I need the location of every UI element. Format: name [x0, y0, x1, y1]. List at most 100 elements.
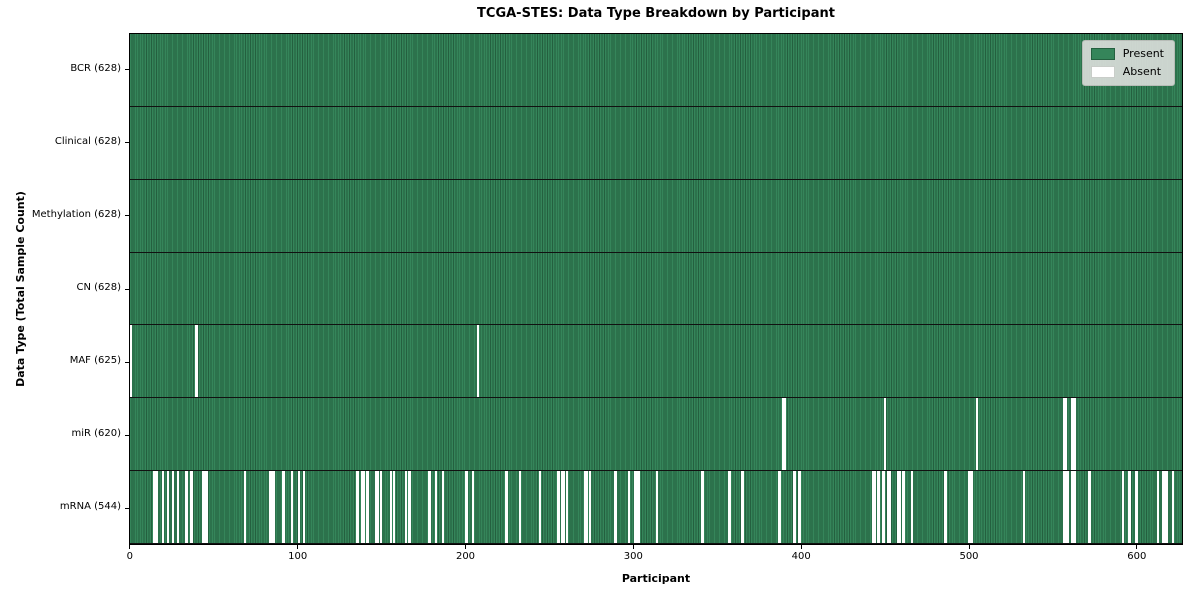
legend-label-present: Present — [1122, 47, 1164, 60]
absent-mark — [361, 471, 364, 544]
absent-mark — [1071, 398, 1074, 471]
x-tick-label: 400 — [791, 551, 811, 562]
y-tick-mark — [125, 434, 129, 436]
absent-mark — [366, 471, 369, 544]
absent-mark — [778, 471, 781, 544]
absent-mark — [282, 471, 285, 544]
absent-mark — [588, 471, 592, 544]
absent-mark — [166, 471, 170, 544]
y-tick-mark — [125, 142, 129, 144]
x-tick-mark — [632, 545, 634, 549]
x-tick-mark — [968, 545, 970, 549]
absent-mark — [374, 471, 378, 544]
absent-mark — [269, 471, 272, 544]
absent-mark — [887, 471, 890, 544]
absent-mark — [634, 471, 637, 544]
absent-mark — [1121, 471, 1125, 544]
absent-mark — [272, 471, 275, 544]
y-tick-mark — [125, 215, 129, 217]
absent-mark — [505, 471, 508, 544]
absent-mark — [1088, 471, 1091, 544]
absent-mark — [205, 471, 208, 544]
absent-mark — [1064, 471, 1068, 544]
absent-mark — [379, 471, 383, 544]
absent-mark — [967, 471, 971, 544]
absent-mark — [944, 471, 947, 544]
absent-mark — [1161, 471, 1165, 544]
absent-mark — [428, 471, 431, 544]
legend: Present Absent — [1081, 40, 1175, 86]
x-tick-mark — [465, 545, 466, 549]
x-axis-ticks: 0 100 200 300 400 500 600 — [127, 545, 1183, 567]
x-tick-label: 600 — [1127, 551, 1147, 562]
absent-mark — [614, 471, 617, 544]
absent-mark — [153, 471, 156, 544]
absent-mark — [1066, 471, 1069, 544]
absent-mark — [518, 471, 522, 544]
x-tick-mark — [129, 545, 131, 549]
absent-mark — [1063, 471, 1066, 544]
y-tick-label: CN (628) — [76, 282, 121, 293]
absent-swatch — [1090, 66, 1115, 78]
absent-mark — [902, 471, 905, 544]
y-tick-mark — [125, 69, 129, 71]
absent-mark — [130, 325, 133, 398]
absent-mark — [155, 471, 158, 544]
absent-mark — [1128, 471, 1131, 544]
legend-label-absent: Absent — [1122, 65, 1162, 78]
absent-mark — [565, 471, 568, 544]
absent-mark — [1171, 471, 1175, 544]
absent-mark — [783, 398, 786, 471]
absent-mark — [471, 471, 475, 544]
absent-mark — [393, 471, 396, 544]
absent-mark — [161, 471, 165, 544]
legend-entry-absent: Absent — [1090, 65, 1164, 78]
absent-mark — [195, 325, 198, 398]
absent-mark — [635, 471, 639, 544]
absent-mark — [362, 471, 366, 544]
absent-mark — [476, 325, 480, 398]
x-tick-label: 100 — [288, 551, 308, 562]
y-tick-label: Methylation (628) — [31, 208, 121, 220]
absent-mark — [583, 471, 587, 544]
absent-mark — [969, 471, 972, 544]
y-tick-label: BCR (628) — [70, 62, 121, 74]
absent-mark — [793, 471, 796, 544]
absent-mark — [656, 471, 659, 544]
absent-mark — [883, 398, 887, 471]
y-tick-label: mRNA (544) — [59, 501, 121, 513]
absent-mark — [741, 471, 744, 544]
absent-mark — [1135, 471, 1138, 544]
absent-mark — [1073, 471, 1076, 544]
y-tick-mark — [125, 288, 129, 290]
legend-entry-present: Present — [1090, 47, 1164, 60]
absent-mark — [404, 471, 408, 544]
absent-mark — [297, 471, 300, 544]
absent-mark — [627, 471, 630, 544]
absent-mark — [898, 471, 902, 544]
absent-mark — [441, 471, 445, 544]
absent-mark — [562, 471, 565, 544]
absent-mark — [434, 471, 438, 544]
plot-area: Present Absent — [129, 33, 1183, 545]
absent-mark — [1165, 471, 1168, 544]
x-tick-label: 200 — [455, 551, 476, 562]
absent-mark — [290, 471, 294, 544]
x-tick-mark — [297, 545, 299, 549]
absent-mark — [1022, 471, 1026, 544]
absent-mark — [975, 398, 979, 471]
absent-mark — [888, 471, 892, 544]
absent-mark — [910, 471, 914, 544]
x-tick-label: 300 — [623, 551, 643, 562]
absent-mark — [408, 471, 411, 544]
absent-mark — [1073, 398, 1076, 471]
absent-mark — [1156, 471, 1160, 544]
absent-mark — [877, 471, 880, 544]
y-tick-mark — [125, 507, 129, 509]
absent-mark — [560, 471, 563, 544]
heatmap-row-mRNA — [130, 471, 1182, 545]
y-tick-label: Clinical (628) — [54, 135, 121, 147]
heatmap-row-BCR — [130, 34, 1182, 107]
absent-mark — [970, 471, 974, 544]
chart-title: TCGA-STES: Data Type Breakdown by Partic… — [477, 6, 835, 21]
